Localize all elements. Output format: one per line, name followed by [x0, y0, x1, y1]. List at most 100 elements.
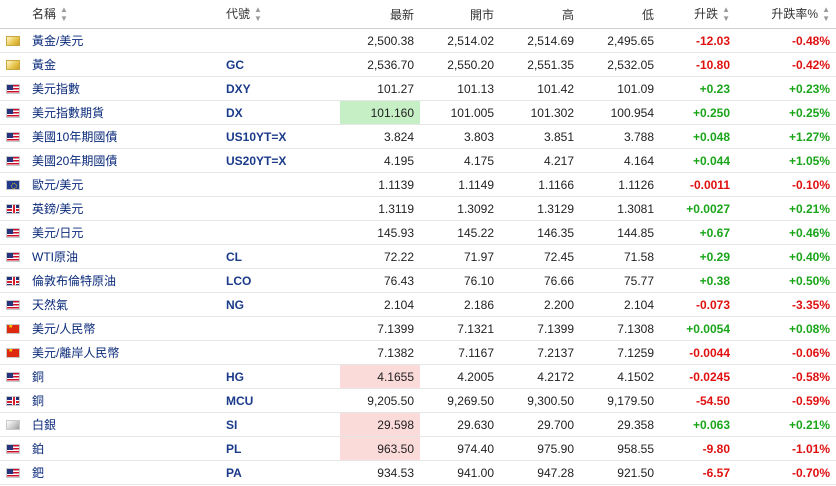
instrument-name[interactable]: 銅 [26, 364, 220, 389]
header-change[interactable]: 升跌 ▲ ▼ [660, 0, 736, 29]
instrument-code[interactable]: NG [220, 292, 340, 317]
instrument-code[interactable] [220, 196, 340, 221]
instrument-name[interactable]: 美元/離岸人民幣 [26, 340, 220, 365]
instrument-code-link[interactable]: US20YT=X [226, 153, 287, 168]
instrument-name[interactable]: 黃金 [26, 52, 220, 77]
instrument-name-link[interactable]: 英鎊/美元 [32, 202, 84, 216]
instrument-code[interactable]: MCU [220, 388, 340, 413]
instrument-name-link[interactable]: 銅 [32, 370, 45, 384]
instrument-name[interactable]: 黃金/美元 [26, 28, 220, 53]
table-row[interactable]: 美國10年期國債 US10YT=X 3.824 3.803 3.851 3.788 +0.0… [0, 124, 836, 149]
instrument-code[interactable] [220, 220, 340, 245]
instrument-code[interactable]: GC [220, 52, 340, 77]
instrument-name-link[interactable]: 倫敦布倫特原油 [32, 274, 117, 288]
instrument-name[interactable]: 銅 [26, 388, 220, 413]
instrument-code[interactable]: PL [220, 436, 340, 461]
header-change-label: 升跌 [694, 6, 719, 21]
change-value: +0.048 [660, 124, 736, 149]
instrument-code-link[interactable]: DXY [226, 81, 251, 96]
instrument-code-link[interactable]: SI [226, 417, 238, 432]
instrument-name-link[interactable]: 天然氣 [32, 298, 69, 312]
instrument-name[interactable]: 美元/日元 [26, 220, 220, 245]
instrument-name[interactable]: 美國10年期國債 [26, 124, 220, 149]
instrument-code[interactable]: US10YT=X [220, 124, 340, 149]
instrument-name[interactable]: WTI原油 [26, 244, 220, 269]
table-row[interactable]: 倫敦布倫特原油 LCO 76.43 76.10 76.66 75.77 +0.38 +0.50… [0, 268, 836, 293]
instrument-code-link[interactable]: CL [226, 249, 242, 264]
instrument-name[interactable]: 倫敦布倫特原油 [26, 268, 220, 293]
instrument-name-link[interactable]: 美元指數期貨 [32, 106, 105, 120]
instrument-code[interactable]: PA [220, 460, 340, 485]
table-row[interactable]: 鉑 PL 963.50 974.40 975.90 958.55 -9.80 -1.01% [0, 436, 836, 461]
instrument-name-link[interactable]: 美國10年期國債 [32, 130, 118, 144]
instrument-name[interactable]: 美元/人民幣 [26, 316, 220, 341]
instrument-code-link[interactable]: DX [226, 105, 243, 120]
header-change-pct[interactable]: 升跌率% ▲ ▼ [736, 0, 836, 29]
instrument-code-link[interactable]: MCU [226, 393, 254, 408]
instrument-name-link[interactable]: 白銀 [32, 418, 57, 432]
table-row[interactable]: 黃金 GC 2,536.70 2,550.20 2,551.35 2,532.05 -10.… [0, 52, 836, 77]
instrument-code[interactable] [220, 28, 340, 53]
table-row[interactable]: 鈀 PA 934.53 941.00 947.28 921.50 -6.57 -0.70% [0, 460, 836, 485]
instrument-name[interactable]: 歐元/美元 [26, 172, 220, 197]
open-price: 941.00 [420, 460, 500, 485]
instrument-name-link[interactable]: 美元/離岸人民幣 [32, 346, 120, 360]
table-row[interactable]: 白銀 SI 29.598 29.630 29.700 29.358 +0.063 +0.21% [0, 412, 836, 437]
instrument-code-link[interactable]: PA [226, 465, 242, 480]
flag-icon [0, 52, 26, 77]
table-row[interactable]: 天然氣 NG 2.104 2.186 2.200 2.104 -0.073 -3.35% [0, 292, 836, 317]
instrument-name-link[interactable]: 銅 [32, 394, 45, 408]
instrument-name-link[interactable]: 美國20年期國債 [32, 154, 118, 168]
instrument-name-link[interactable]: WTI原油 [32, 250, 78, 264]
instrument-code[interactable]: SI [220, 412, 340, 437]
instrument-name[interactable]: 美元指數 [26, 76, 220, 101]
flag-icon [0, 124, 26, 149]
header-name[interactable]: 名稱 ▲ ▼ [26, 0, 220, 29]
instrument-name-link[interactable]: 美元/人民幣 [32, 322, 96, 336]
instrument-code-link[interactable]: HG [226, 369, 244, 384]
table-row[interactable]: 黃金/美元 2,500.38 2,514.02 2,514.69 2,495.65 -12… [0, 28, 836, 53]
instrument-code[interactable] [220, 316, 340, 341]
table-row[interactable]: 銅 MCU 9,205.50 9,269.50 9,300.50 9,179.50 -54.… [0, 388, 836, 413]
instrument-code[interactable]: HG [220, 364, 340, 389]
header-code[interactable]: 代號 ▲ ▼ [220, 0, 340, 29]
instrument-code-link[interactable]: GC [226, 57, 244, 72]
table-row[interactable]: 美元/離岸人民幣 7.13827.11677.21377.1259-0.0044-… [0, 340, 836, 365]
table-row[interactable]: 銅 HG 4.1655 4.2005 4.2172 4.1502 -0.0245 -0.58% [0, 364, 836, 389]
instrument-code-link[interactable]: PL [226, 441, 242, 456]
instrument-code[interactable] [220, 340, 340, 365]
instrument-code[interactable]: US20YT=X [220, 148, 340, 173]
instrument-name[interactable]: 白銀 [26, 412, 220, 437]
table-row[interactable]: 英鎊/美元 1.3119 1.3092 1.3129 1.3081 +0.0027 +0.2… [0, 196, 836, 221]
table-row[interactable]: WTI原油 CL 72.22 71.97 72.45 71.58 +0.29 +0.40% [0, 244, 836, 269]
instrument-code-link[interactable]: NG [226, 297, 244, 312]
instrument-code[interactable] [220, 172, 340, 197]
instrument-name[interactable]: 天然氣 [26, 292, 220, 317]
instrument-name-link[interactable]: 鉑 [32, 442, 45, 456]
instrument-code[interactable]: CL [220, 244, 340, 269]
instrument-code[interactable]: DXY [220, 76, 340, 101]
change-percent: -0.48% [736, 28, 836, 53]
instrument-code-link[interactable]: US10YT=X [226, 129, 287, 144]
instrument-name-link[interactable]: 美元/日元 [32, 226, 84, 240]
table-row[interactable]: 美元指數期貨 DX 101.160 101.005 101.302 100.954 +0.2… [0, 100, 836, 125]
instrument-name-link[interactable]: 歐元/美元 [32, 178, 84, 192]
instrument-name[interactable]: 美國20年期國債 [26, 148, 220, 173]
instrument-name-link[interactable]: 鈀 [32, 466, 45, 480]
table-row[interactable]: 歐元/美元 1.1139 1.1149 1.1166 1.1126 -0.0011 -0.1… [0, 172, 836, 197]
instrument-code[interactable]: LCO [220, 268, 340, 293]
table-row[interactable]: 美元/人民幣7.13997.13217.13997.1308+0.0054+0.… [0, 316, 836, 341]
instrument-name-link[interactable]: 黃金/美元 [32, 34, 84, 48]
instrument-name[interactable]: 英鎊/美元 [26, 196, 220, 221]
table-row[interactable]: 美元/日元 145.93 145.22 146.35 144.85 +0.67 +0.46% [0, 220, 836, 245]
table-row[interactable]: 美元指數 DXY 101.27 101.13 101.42 101.09 +0.23 +0.2… [0, 76, 836, 101]
instrument-name[interactable]: 鈀 [26, 460, 220, 485]
instrument-name-link[interactable]: 美元指數 [32, 82, 81, 96]
flag-icon [0, 340, 26, 365]
instrument-name-link[interactable]: 黃金 [32, 58, 57, 72]
instrument-code-link[interactable]: LCO [226, 273, 252, 288]
instrument-name[interactable]: 美元指數期貨 [26, 100, 220, 125]
instrument-name[interactable]: 鉑 [26, 436, 220, 461]
instrument-code[interactable]: DX [220, 100, 340, 125]
table-row[interactable]: 美國20年期國債 US20YT=X 4.195 4.175 4.217 4.164 +0.0… [0, 148, 836, 173]
